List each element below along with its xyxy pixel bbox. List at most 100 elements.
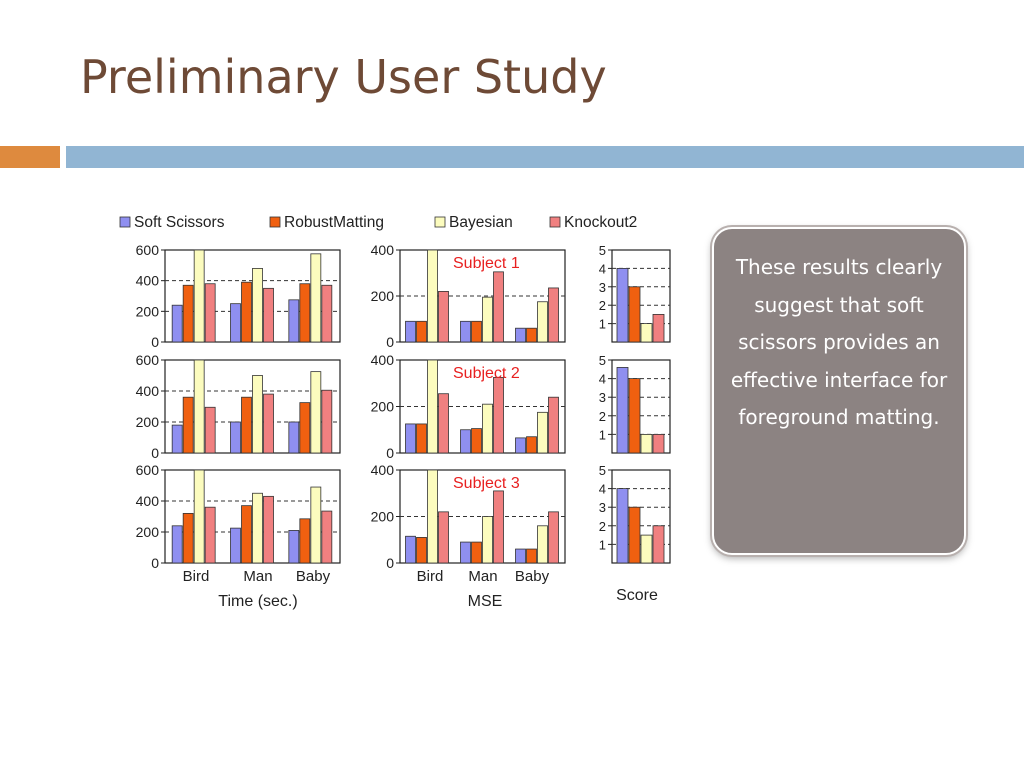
bar-mse-s3-bird-robustmatting (416, 537, 427, 564)
bar-time-s1-bird-bayesian (193, 249, 205, 343)
bar-mse-s2-bird-bayesian (427, 359, 438, 454)
time-axis-title: Time (sec.) (218, 593, 297, 610)
bar-time-s3-bird-robustmatting (182, 512, 194, 564)
bar-mse-s2-man-bayesian (482, 403, 493, 454)
bar-time-s2-man-robustmatting (241, 396, 252, 454)
bar-time-s1-baby-soft-scissors (288, 299, 300, 343)
bar-time-s2-baby-knockout2 (321, 389, 333, 454)
score-s1-ytick-label: 3 (599, 280, 606, 295)
time-s1-ytick-label: 600 (136, 242, 160, 258)
mse-s2-ytick-label: 0 (386, 445, 394, 461)
mse-s3-ytick-label: 200 (371, 509, 395, 525)
bar-score-s1-soft-scissors (616, 268, 629, 343)
bar-mse-s2-baby-soft-scissors (515, 437, 526, 454)
bar-score-s1-bayesian (640, 323, 653, 343)
score-s2-ytick-label: 1 (599, 427, 606, 442)
legend-swatch-soft-scissors (119, 216, 131, 228)
bar-mse-s2-baby-knockout2 (548, 396, 559, 454)
bar-score-s3-robustmatting (628, 506, 641, 564)
bar-mse-s3-baby-knockout2 (548, 511, 559, 564)
score-s2-ytick-label: 5 (599, 353, 606, 368)
score-s3-ytick-label: 5 (599, 463, 606, 478)
bar-score-s3-knockout2 (652, 525, 665, 564)
bar-mse-s1-bird-soft-scissors (405, 320, 416, 343)
bar-time-s3-bird-knockout2 (204, 506, 216, 564)
bar-time-s1-man-bayesian (252, 268, 263, 343)
bar-time-s2-bird-knockout2 (204, 406, 216, 454)
score-s3-ytick-label: 4 (599, 482, 606, 497)
legend-swatch-bayesian (434, 216, 446, 228)
bar-time-s2-bird-bayesian (193, 359, 205, 454)
mse-s3-ytick-label: 0 (386, 555, 394, 571)
bar-time-s1-man-knockout2 (263, 287, 274, 343)
bar-mse-s3-baby-soft-scissors (515, 548, 526, 564)
bar-mse-s2-bird-robustmatting (416, 423, 427, 454)
mse-category-bird: Bird (417, 568, 444, 585)
bar-mse-s3-man-robustmatting (471, 541, 482, 564)
time-s3-ytick-label: 200 (136, 524, 160, 540)
score-s3-ytick-label: 2 (599, 519, 606, 534)
mse-category-baby: Baby (515, 568, 550, 585)
legend-label-bayesian: Bayesian (449, 214, 513, 231)
bar-time-s1-baby-knockout2 (321, 284, 333, 343)
bar-time-s3-man-bayesian (252, 492, 263, 564)
bar-time-s3-baby-soft-scissors (288, 530, 300, 564)
bar-time-s2-bird-robustmatting (182, 396, 194, 454)
time-category-bird: Bird (183, 568, 210, 585)
time-s3-ytick-label: 0 (151, 555, 159, 571)
bar-mse-s1-man-knockout2 (493, 271, 504, 343)
legend-swatch-knockout2 (549, 216, 561, 228)
bar-mse-s1-baby-soft-scissors (515, 327, 526, 343)
time-s1-ytick-label: 0 (151, 334, 159, 350)
user-study-chart: Soft Scissors RobustMatting Bayesian Knocko… (119, 214, 671, 610)
bar-mse-s3-man-knockout2 (493, 490, 504, 564)
accent-bar-orange (0, 146, 60, 168)
bar-mse-s2-baby-bayesian (537, 411, 548, 454)
bar-score-s2-bayesian (640, 433, 653, 454)
score-s2-ytick-label: 4 (599, 372, 606, 387)
mse-s2-ytick-label: 200 (371, 399, 395, 415)
bar-mse-s1-bird-bayesian (427, 249, 438, 343)
bar-time-s1-baby-bayesian (310, 253, 322, 343)
score-s1-ytick-label: 4 (599, 261, 606, 276)
time-s2-ytick-label: 400 (136, 383, 160, 399)
subject-label-3: Subject 3 (453, 475, 520, 492)
time-category-baby: Baby (296, 568, 331, 585)
user-study-figure: Soft Scissors RobustMatting Bayesian Knocko… (110, 205, 710, 620)
bar-mse-s1-bird-robustmatting (416, 320, 427, 343)
time-s2-ytick-label: 600 (136, 352, 160, 368)
bar-time-s1-man-robustmatting (241, 281, 252, 343)
bar-time-s1-bird-robustmatting (182, 284, 194, 343)
bar-time-s1-bird-knockout2 (204, 283, 216, 343)
bar-time-s1-baby-robustmatting (299, 283, 311, 343)
bar-time-s2-baby-soft-scissors (288, 421, 300, 454)
bar-mse-s3-man-soft-scissors (460, 541, 471, 564)
legend-label-soft-scissors: Soft Scissors (134, 214, 225, 231)
bar-score-s1-robustmatting (628, 286, 641, 343)
mse-axis-title: MSE (468, 593, 503, 610)
score-s2-ytick-label: 2 (599, 409, 606, 424)
bar-time-s2-man-soft-scissors (230, 421, 241, 454)
score-s1-ytick-label: 2 (599, 298, 606, 313)
mse-category-man: Man (468, 568, 497, 585)
slide-title: Preliminary User Study (80, 50, 607, 104)
legend-swatch-robustmatting (269, 216, 281, 228)
score-s3-ytick-label: 1 (599, 537, 606, 552)
score-s1-ytick-label: 5 (599, 243, 606, 258)
mse-s3-ytick-label: 400 (371, 462, 395, 478)
bar-mse-s2-man-robustmatting (471, 428, 482, 454)
bar-mse-s3-baby-robustmatting (526, 548, 537, 564)
bar-mse-s3-bird-bayesian (427, 469, 438, 564)
bar-mse-s2-baby-robustmatting (526, 436, 537, 454)
time-s2-ytick-label: 200 (136, 414, 160, 430)
subject-label-2: Subject 2 (453, 365, 520, 382)
bar-mse-s1-man-robustmatting (471, 320, 482, 343)
time-s1-ytick-label: 400 (136, 273, 160, 289)
bar-mse-s3-bird-knockout2 (438, 511, 449, 564)
bar-mse-s2-bird-knockout2 (438, 393, 449, 454)
bar-mse-s3-bird-soft-scissors (405, 535, 416, 564)
bar-score-s2-soft-scissors (616, 367, 629, 454)
bar-time-s1-man-soft-scissors (230, 303, 241, 343)
time-s3-ytick-label: 400 (136, 493, 160, 509)
bar-time-s2-man-bayesian (252, 375, 263, 454)
